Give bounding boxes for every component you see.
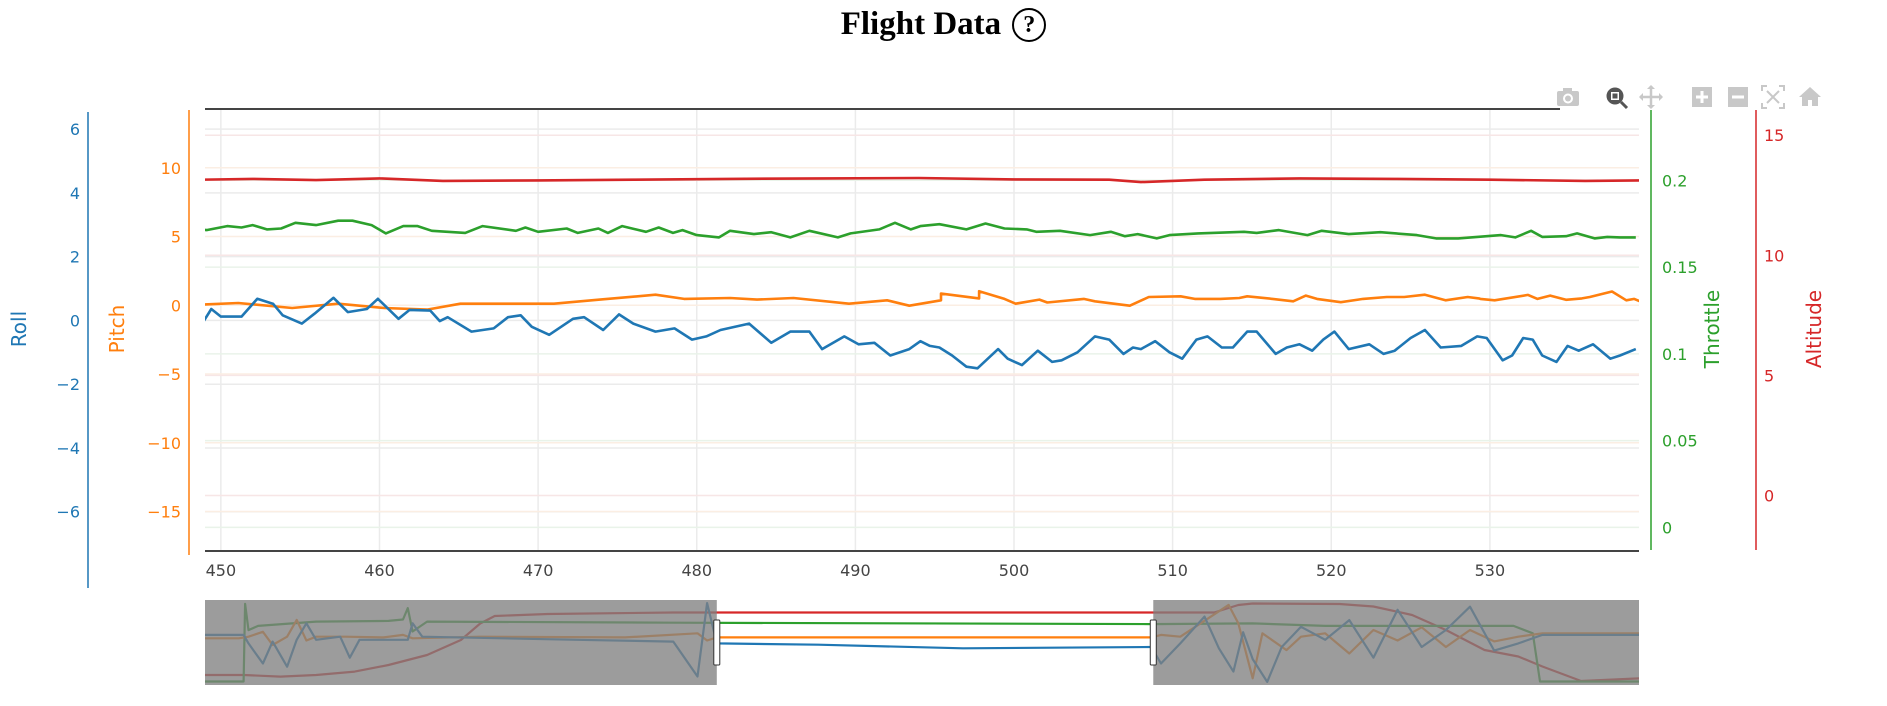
x-tick-label: 520 [1316, 561, 1347, 580]
series-line-pitch [205, 289, 1639, 311]
y-axes[interactable]: 6420−2−4−6Roll1050−5−10−15Pitch0.20.150.… [7, 110, 1826, 588]
pitch-axis-title: Pitch [105, 305, 129, 354]
range-slider-handle-left[interactable] [713, 619, 721, 666]
roll-tick-label: −2 [56, 375, 80, 394]
pitch-tick-label: 5 [171, 228, 181, 247]
throttle-tick-label: 0.05 [1662, 432, 1698, 451]
chart-header: Flight Data ? [0, 6, 1887, 43]
series-line-throttle [205, 219, 1636, 240]
altitude-axis-title: Altitude [1802, 290, 1826, 368]
autoscale-icon[interactable] [1761, 85, 1785, 109]
pitch-tick-label: −10 [147, 434, 181, 453]
plot-area[interactable] [200, 176, 1664, 370]
x-axis[interactable]: 450 460 470 480 490 500 510 520 530 [205, 550, 1639, 580]
x-tick-label: 480 [681, 561, 712, 580]
roll-tick-label: 4 [70, 184, 80, 203]
pan-icon[interactable] [1639, 85, 1663, 109]
roll-tick-label: 2 [70, 248, 80, 267]
x-tick-label: 510 [1157, 561, 1188, 580]
roll-tick-label: 6 [70, 120, 80, 139]
x-tick-label: 460 [364, 561, 395, 580]
x-tick-label: 450 [206, 561, 237, 580]
pitch-tick-label: −15 [147, 503, 181, 522]
camera-icon[interactable] [1557, 88, 1579, 106]
range-slider-mask-left [205, 600, 717, 685]
throttle-tick-label: 0.2 [1662, 171, 1687, 190]
throttle-axis-title: Throttle [1700, 290, 1724, 369]
throttle-tick-label: 0.1 [1662, 345, 1687, 364]
zoom-icon[interactable] [1606, 87, 1629, 110]
modebar [1557, 85, 1821, 110]
home-icon[interactable] [1799, 87, 1821, 106]
x-tick-label: 500 [999, 561, 1030, 580]
range-slider-handle-right[interactable] [1149, 619, 1157, 666]
throttle-tick-label: 0.15 [1662, 258, 1698, 277]
range-slider[interactable] [205, 600, 1640, 685]
chart-title: Flight Data [840, 6, 1002, 42]
roll-axis-title: Roll [7, 311, 31, 347]
pitch-tick-label: −5 [157, 365, 181, 384]
roll-tick-label: −6 [56, 503, 80, 522]
range-slider-mask-right [1153, 600, 1639, 685]
altitude-tick-label: 10 [1764, 246, 1784, 265]
grid [205, 110, 1639, 550]
x-tick-label: 490 [840, 561, 871, 580]
roll-tick-label: 0 [70, 311, 80, 330]
roll-tick-label: −4 [56, 439, 80, 458]
series-line-altitude [205, 176, 1639, 184]
series-line-roll [205, 296, 1637, 370]
x-tick-label: 530 [1475, 561, 1506, 580]
throttle-tick-label: 0 [1662, 518, 1672, 537]
altitude-tick-label: 0 [1764, 486, 1774, 505]
help-icon[interactable]: ? [1012, 7, 1047, 42]
altitude-tick-label: 15 [1764, 126, 1784, 145]
altitude-tick-label: 5 [1764, 366, 1774, 385]
pitch-tick-label: 0 [171, 296, 181, 315]
zoom-in-icon[interactable] [1692, 87, 1712, 107]
zoom-out-icon[interactable] [1728, 87, 1748, 107]
x-tick-label: 470 [523, 561, 554, 580]
pitch-tick-label: 10 [161, 159, 181, 178]
